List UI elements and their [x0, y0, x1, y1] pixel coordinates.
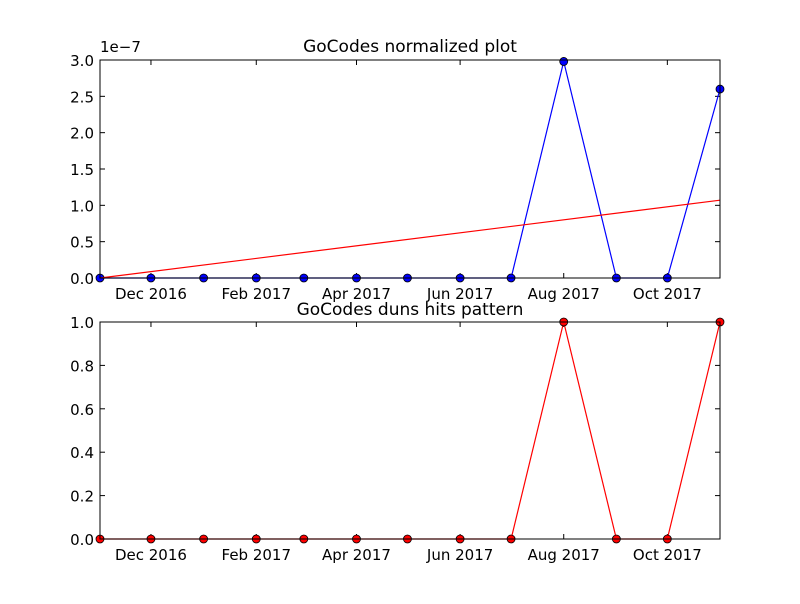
x-tick-label: Jun 2017	[426, 285, 493, 303]
normalized-plot: GoCodes normalized plot 1e−7 0.0 0.5 1.0 1.…	[70, 37, 725, 303]
y-tick-label: 1.0	[70, 197, 94, 215]
x-tick-label: Jun 2017	[426, 546, 493, 564]
y-tick-label: 2.5	[70, 88, 94, 106]
trend-line	[99, 199, 721, 279]
chart-title: GoCodes duns hits pattern	[297, 300, 524, 320]
plot-frame	[99, 59, 721, 279]
y-tick-label: 2.0	[70, 125, 94, 143]
y-tick-label: 0.0	[70, 531, 94, 549]
y-tick-label: 3.0	[70, 52, 94, 70]
x-tick-label: Dec 2016	[115, 285, 187, 303]
y-tick-label: 0.6	[70, 401, 94, 419]
x-tick-label: Dec 2016	[115, 546, 187, 564]
tick-layer: 0.0 0.2 0.4 0.6 0.8 1.0 Dec 2016 Feb 2017 Apr 20…	[70, 314, 720, 564]
x-tick-label: Aug 2017	[528, 546, 600, 564]
x-tick-label: Oct 2017	[633, 546, 702, 564]
y-tick-label: 0.0	[70, 270, 94, 288]
y-tick-label: 1.0	[70, 314, 94, 332]
y-tick-label: 0.2	[70, 488, 94, 506]
x-tick-label: Apr 2017	[322, 546, 391, 564]
data-point	[559, 57, 569, 66]
tick-layer: 0.0 0.5 1.0 1.5 2.0 2.5 3.0 Dec 2016 Feb 2017 Apr…	[70, 52, 720, 303]
y-offset-label: 1e−7	[100, 38, 141, 56]
y-tick-label: 0.4	[70, 444, 94, 462]
plot-frame	[99, 321, 721, 540]
x-tick-label: Aug 2017	[528, 285, 600, 303]
x-tick-label: Feb 2017	[222, 546, 292, 564]
x-tick-label: Feb 2017	[222, 285, 292, 303]
chart-title: GoCodes normalized plot	[303, 37, 517, 57]
x-tick-label: Apr 2017	[322, 285, 391, 303]
duns-hits-pattern-plot: GoCodes duns hits pattern 0.00.20.40.60.…	[70, 300, 725, 564]
y-tick-label: 0.8	[70, 357, 94, 375]
y-tick-label: 0.5	[70, 234, 94, 252]
y-tick-label: 1.5	[70, 161, 94, 179]
x-tick-label: Oct 2017	[633, 285, 702, 303]
